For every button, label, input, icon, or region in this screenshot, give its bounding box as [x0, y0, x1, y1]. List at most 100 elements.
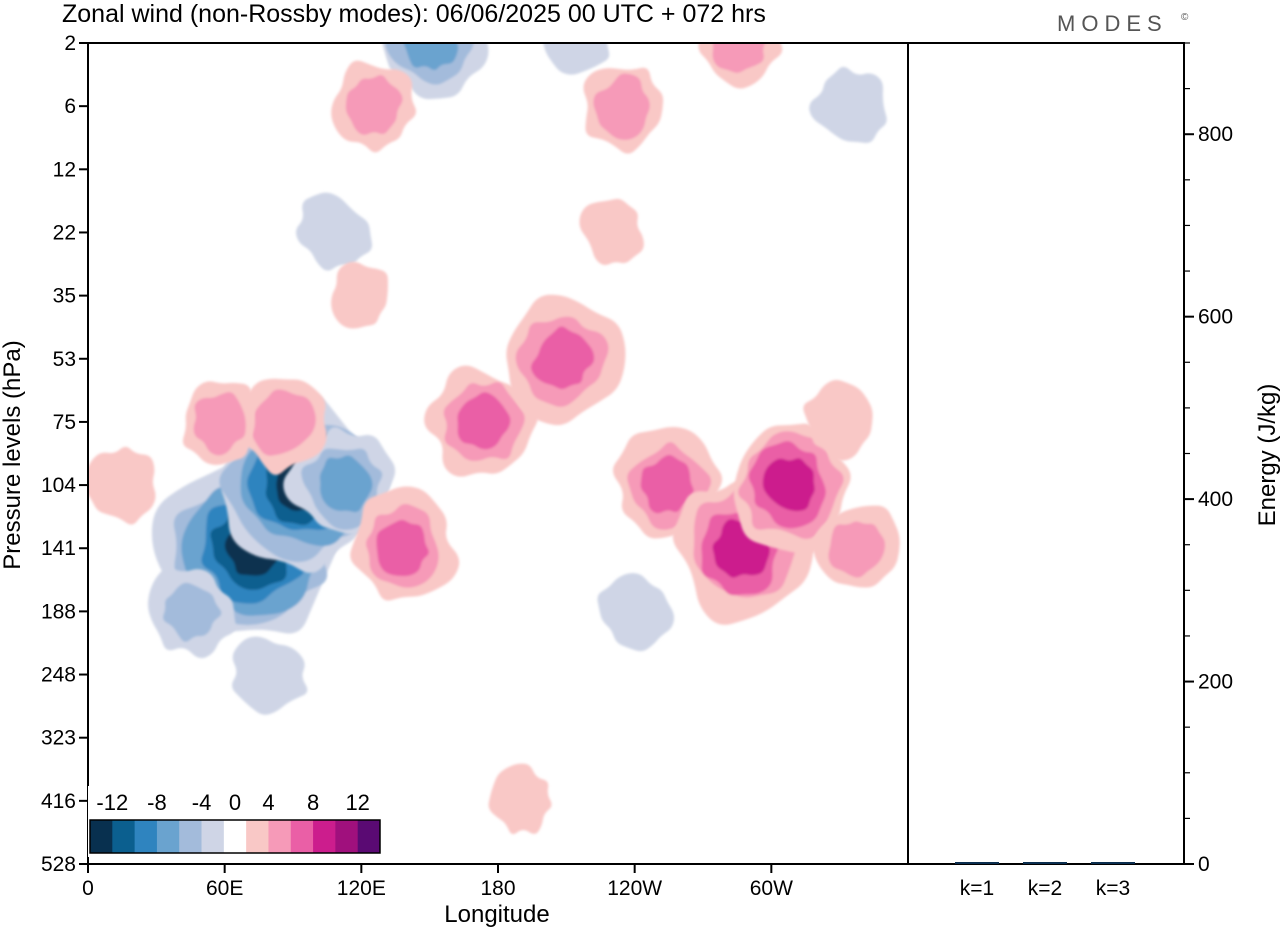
energy-bar	[955, 862, 999, 864]
brand-logo: MODES	[1057, 11, 1168, 36]
energy-tick-label: 400	[1198, 488, 1233, 511]
contour-band	[593, 73, 650, 140]
contour-band	[579, 198, 644, 266]
colorbar-swatch	[335, 820, 359, 853]
contour-band	[251, 389, 316, 456]
wind-feature	[506, 294, 626, 426]
colorbar-tick-label: -4	[192, 790, 212, 815]
contour-band	[88, 446, 156, 525]
y-tick-label: 12	[53, 158, 76, 181]
y-tick-label: 104	[41, 474, 76, 497]
wind-feature	[148, 568, 236, 659]
energy-bar	[1091, 862, 1135, 864]
contour-band	[531, 326, 595, 389]
zonal-wind-field	[88, 43, 900, 835]
y-axis: 2 6 12 22 35 53 75 104 141 188 248 323 416 528	[41, 32, 88, 876]
colorbar-tick-label: 8	[307, 790, 319, 815]
wind-feature	[296, 192, 373, 271]
y-tick-label: 188	[41, 600, 76, 623]
y-axis-label: Pressure levels (hPa)	[0, 340, 26, 569]
contour-band	[163, 582, 222, 642]
colorbar-swatch	[179, 820, 202, 853]
contour-band	[331, 261, 388, 329]
energy-bars: k=1 k=2 k=3	[955, 862, 1135, 900]
wind-feature	[232, 636, 308, 715]
wind-feature	[331, 261, 388, 329]
colorbar-tick-label: 0	[229, 790, 241, 815]
energy-category-label: k=1	[960, 877, 994, 900]
colorbar: -12 -8 -4 0 4 8 12	[88, 786, 382, 857]
wind-feature	[812, 505, 900, 588]
colorbar-swatch	[156, 820, 180, 853]
colorbar-swatch	[90, 820, 113, 853]
energy-category-label: k=3	[1096, 877, 1130, 900]
y-tick-label: 528	[41, 853, 76, 876]
colorbar-swatch	[201, 820, 225, 853]
wind-feature	[803, 379, 873, 461]
energy-tick-label: 600	[1198, 306, 1233, 329]
contour-band	[762, 458, 815, 512]
contour-band	[319, 455, 373, 513]
contour-band	[345, 75, 403, 135]
wind-feature	[350, 486, 460, 601]
wind-feature	[182, 381, 256, 466]
contour-band	[232, 636, 308, 715]
x-tick-label: 180	[480, 877, 515, 900]
chart-title: Zonal wind (non-Rossby modes): 06/06/202…	[62, 0, 766, 28]
y-tick-label: 22	[53, 221, 76, 244]
x-tick-label: 120E	[337, 877, 386, 900]
contour-band	[488, 763, 552, 835]
wind-feature	[235, 378, 327, 475]
y-tick-label: 248	[41, 664, 76, 687]
contour-band	[828, 521, 886, 578]
wind-feature	[424, 365, 538, 477]
colorbar-swatch	[357, 820, 381, 853]
x-tick-label: 120W	[607, 877, 662, 900]
energy-bar	[1023, 862, 1067, 864]
brand-mark: ©	[1181, 12, 1189, 23]
energy-tick-label: 800	[1198, 123, 1233, 146]
energy-tick-label: 0	[1198, 853, 1210, 876]
contour-band	[296, 192, 373, 271]
y-tick-label: 2	[64, 32, 76, 55]
contour-band	[640, 454, 694, 514]
colorbar-swatch	[112, 820, 136, 853]
x-tick-label: 60W	[750, 877, 793, 900]
wind-feature	[331, 60, 417, 153]
energy-axis-label: Energy (J/kg)	[1254, 384, 1280, 527]
y-tick-label: 141	[41, 537, 76, 560]
y-tick-label: 323	[41, 727, 76, 750]
wind-feature	[583, 67, 664, 154]
contour-band	[193, 392, 246, 456]
energy-tick-label: 200	[1198, 671, 1233, 694]
x-axis-label: Longitude	[444, 901, 549, 928]
y-tick-label: 35	[53, 285, 76, 308]
x-tick-label: 0	[82, 877, 94, 900]
colorbar-swatch	[290, 820, 314, 853]
contour-band	[597, 573, 675, 652]
energy-plot-frame	[907, 42, 1185, 865]
contour-band	[457, 392, 511, 450]
y-tick-label: 53	[53, 348, 76, 371]
colorbar-frame	[89, 819, 381, 854]
wind-feature	[733, 423, 851, 555]
wind-feature	[579, 198, 644, 266]
y-tick-label: 6	[64, 95, 76, 118]
colorbar-swatch	[313, 820, 336, 853]
contour-band	[385, 43, 474, 85]
colorbar-swatch	[134, 820, 158, 853]
contour-band	[809, 66, 887, 143]
contour-band	[376, 519, 429, 576]
colorbar-tick-label: -8	[147, 790, 167, 815]
contour-band	[803, 379, 873, 461]
y-tick-label: 75	[53, 411, 76, 434]
energy-category-label: k=2	[1028, 877, 1062, 900]
colorbar-swatch	[223, 820, 247, 853]
y-tick-label: 416	[41, 790, 76, 813]
wind-feature	[809, 66, 887, 143]
x-axis: 0 60E 120E 180 120W 60W	[82, 864, 793, 900]
wind-feature	[488, 763, 552, 835]
energy-axis: 0 200 400 600 800	[1184, 42, 1233, 876]
wind-feature	[88, 446, 156, 525]
